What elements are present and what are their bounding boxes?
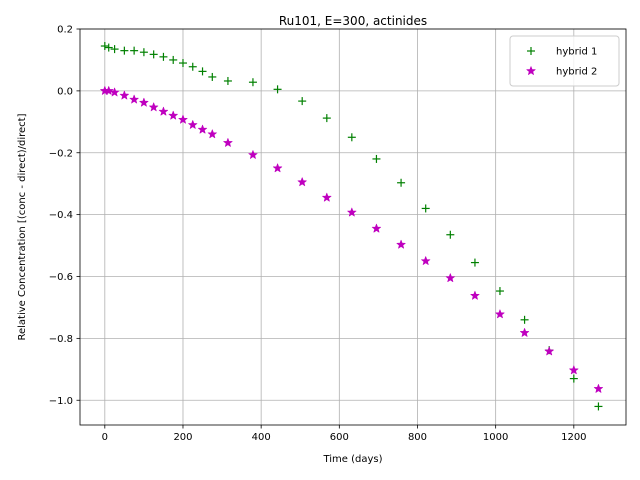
- data-point-star: [593, 383, 604, 393]
- data-point-plus: [104, 43, 113, 52]
- x-axis-label: Time (days): [322, 454, 382, 465]
- data-point-star: [119, 90, 129, 100]
- data-point-star: [223, 138, 233, 147]
- data-point-plus: [110, 45, 119, 54]
- data-point-plus: [223, 76, 232, 85]
- data-point-star: [297, 177, 307, 187]
- y-tick-label: 0.0: [57, 86, 73, 97]
- data-point-plus: [100, 42, 109, 51]
- y-tick-label: 0.2: [57, 25, 73, 36]
- data-point-star: [396, 239, 406, 249]
- x-tick-label: 1200: [561, 432, 586, 443]
- data-point-plus: [397, 178, 406, 187]
- legend: hybrid 1 hybrid 2: [509, 35, 620, 87]
- data-point-star: [544, 346, 554, 356]
- data-point-plus: [298, 97, 307, 106]
- data-point-plus: [198, 67, 207, 76]
- data-point-star: [158, 106, 169, 116]
- data-point-plus: [130, 46, 139, 55]
- data-point-star: [519, 328, 530, 337]
- data-point-star: [495, 309, 505, 319]
- data-point-plus: [347, 133, 356, 142]
- data-point-plus: [273, 85, 282, 94]
- plot-frame: [79, 28, 627, 426]
- x-tick-label: 600: [330, 432, 349, 443]
- x-axis-ticks: 0 200 400 600 800 1000 1200: [102, 425, 587, 443]
- data-point-star: [322, 192, 332, 202]
- data-point-plus: [520, 315, 529, 324]
- data-point-star: [104, 86, 114, 95]
- legend-label-1: hybrid 1: [556, 47, 597, 58]
- data-point-star: [470, 290, 480, 300]
- legend-items: hybrid 1 hybrid 2: [526, 47, 597, 78]
- chart-title: Ru101, E=300, actinides: [279, 14, 427, 28]
- legend-marker-1: [527, 47, 535, 55]
- x-tick-label: 200: [173, 432, 192, 443]
- data-point-star: [347, 207, 357, 217]
- y-tick-label: −0.4: [49, 210, 73, 221]
- x-tick-label: 0: [102, 432, 108, 443]
- data-point-plus: [470, 258, 479, 267]
- data-point-plus: [372, 154, 381, 163]
- data-point-star: [569, 365, 579, 375]
- data-point-plus: [495, 287, 504, 296]
- legend-box: [509, 35, 620, 87]
- data-point-star: [139, 97, 149, 107]
- series-2: [100, 86, 604, 393]
- data-point-star: [207, 129, 217, 139]
- data-point-star: [371, 223, 382, 233]
- x-tick-label: 1000: [483, 432, 508, 443]
- data-point-plus: [446, 230, 455, 239]
- x-tick-label: 800: [408, 432, 427, 443]
- data-point-plus: [188, 62, 197, 71]
- plot-area: [80, 29, 626, 425]
- y-tick-label: −0.2: [49, 148, 73, 159]
- series-layer: [100, 42, 604, 411]
- legend-marker-2: [526, 66, 536, 75]
- data-point-star: [149, 102, 159, 112]
- data-point-plus: [208, 72, 217, 81]
- data-point-star: [168, 110, 178, 120]
- data-point-star: [421, 256, 431, 265]
- data-point-plus: [421, 204, 430, 213]
- data-point-star: [110, 87, 120, 97]
- y-axis-label: Relative Concentration [(conc - direct)/…: [17, 113, 28, 340]
- data-point-plus: [139, 48, 148, 57]
- y-tick-label: −1.0: [49, 396, 73, 407]
- data-point-plus: [178, 59, 187, 68]
- data-point-star: [188, 120, 198, 129]
- data-point-star: [248, 150, 258, 159]
- x-tick-label: 400: [252, 432, 271, 443]
- y-axis-ticks: −1.0 −0.8 −0.6 −0.4 −0.2 0.0 0.2: [49, 25, 80, 407]
- data-point-star: [178, 114, 188, 124]
- data-point-plus: [569, 374, 578, 383]
- data-point-plus: [159, 52, 168, 61]
- data-point-plus: [322, 114, 331, 123]
- data-point-star: [272, 163, 283, 173]
- legend-label-2: hybrid 2: [556, 67, 597, 78]
- data-point-star: [197, 124, 208, 134]
- series-1: [100, 42, 603, 411]
- y-tick-label: −0.8: [49, 334, 73, 345]
- y-tick-label: −0.6: [49, 272, 73, 283]
- data-point-plus: [120, 46, 129, 55]
- data-point-star: [445, 273, 455, 282]
- data-point-plus: [248, 78, 257, 87]
- data-point-plus: [169, 55, 178, 64]
- data-point-plus: [594, 402, 603, 411]
- data-point-star: [129, 94, 139, 104]
- data-point-plus: [149, 50, 158, 59]
